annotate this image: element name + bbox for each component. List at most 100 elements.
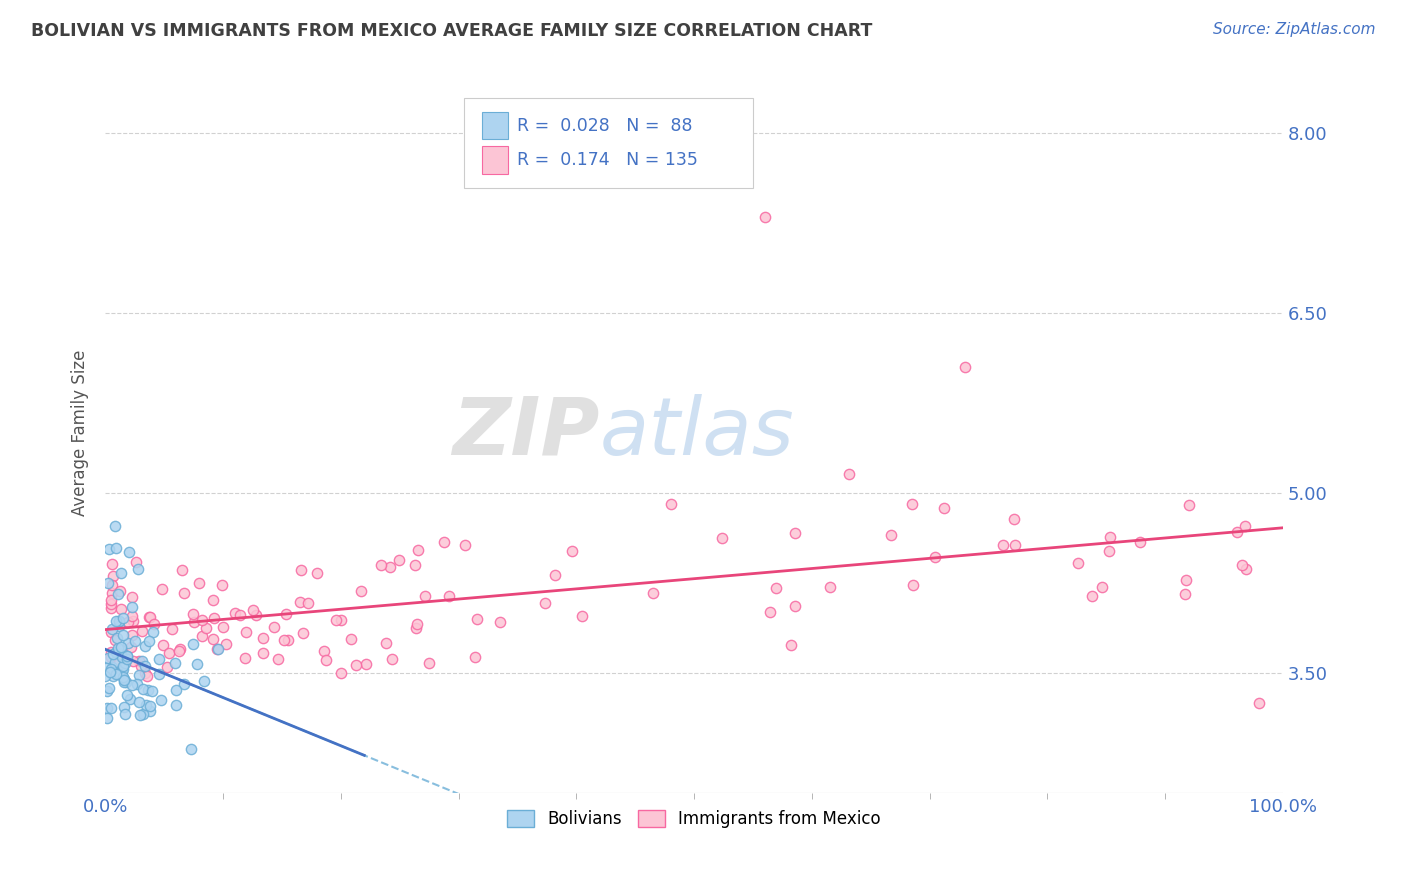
Point	[263, 619, 285, 633]
Point	[114, 651, 136, 665]
Point	[112, 610, 135, 624]
Point	[101, 557, 124, 571]
Text: BOLIVIAN VS IMMIGRANTS FROM MEXICO AVERAGE FAMILY SIZE CORRELATION CHART: BOLIVIAN VS IMMIGRANTS FROM MEXICO AVERA…	[31, 22, 872, 40]
Point	[290, 595, 312, 609]
Point	[96, 651, 118, 665]
Point	[121, 600, 143, 615]
Point	[112, 674, 135, 689]
Point	[134, 639, 156, 653]
Point	[201, 593, 224, 607]
Point	[114, 656, 136, 670]
Point	[104, 633, 127, 648]
Point	[194, 621, 217, 635]
Point	[785, 525, 807, 540]
Point	[101, 660, 124, 674]
Point	[100, 625, 122, 640]
Point	[101, 569, 124, 583]
Point	[924, 549, 946, 564]
Point	[354, 657, 377, 671]
Point	[183, 637, 205, 651]
Point	[105, 645, 128, 659]
Point	[183, 615, 205, 629]
Point	[489, 615, 512, 630]
Point	[245, 608, 267, 623]
Point	[533, 596, 555, 610]
Point	[105, 541, 128, 555]
Point	[105, 667, 128, 681]
Point	[1099, 530, 1122, 544]
Point	[167, 644, 190, 658]
Point	[128, 695, 150, 709]
Point	[114, 648, 136, 663]
Point	[148, 667, 170, 681]
Point	[111, 665, 134, 679]
Point	[643, 585, 665, 599]
Point	[103, 665, 125, 679]
Point	[290, 563, 312, 577]
Point	[127, 561, 149, 575]
Point	[114, 706, 136, 721]
Point	[138, 699, 160, 714]
Point	[100, 585, 122, 599]
Point	[128, 667, 150, 681]
Point	[120, 692, 142, 706]
Point	[117, 636, 139, 650]
Point	[544, 568, 567, 582]
Point	[104, 655, 127, 669]
Point	[111, 659, 134, 673]
Point	[191, 614, 214, 628]
Point	[165, 682, 187, 697]
Point	[1234, 518, 1257, 533]
Point	[953, 359, 976, 374]
Point	[754, 210, 776, 224]
Point	[165, 698, 187, 712]
Point	[115, 649, 138, 664]
Point	[112, 672, 135, 686]
Point	[454, 538, 477, 552]
Point	[128, 654, 150, 668]
Point	[131, 624, 153, 638]
Point	[329, 613, 352, 627]
Point	[117, 615, 139, 630]
Point	[131, 654, 153, 668]
Point	[101, 622, 124, 636]
Point	[186, 657, 208, 672]
Point	[131, 681, 153, 696]
Point	[437, 589, 460, 603]
Point	[880, 528, 903, 542]
Point	[779, 639, 801, 653]
Point	[115, 648, 138, 663]
Point	[659, 497, 682, 511]
Point	[96, 701, 118, 715]
Point	[350, 583, 373, 598]
Point	[96, 711, 118, 725]
Point	[97, 576, 120, 591]
Point	[110, 566, 132, 580]
Point	[406, 617, 429, 632]
Point	[387, 553, 409, 567]
Point	[94, 669, 117, 683]
Point	[134, 659, 156, 673]
Point	[98, 665, 121, 679]
Point	[135, 698, 157, 712]
Point	[100, 593, 122, 607]
Text: Source: ZipAtlas.com: Source: ZipAtlas.com	[1212, 22, 1375, 37]
Point	[932, 501, 955, 516]
Point	[276, 607, 298, 622]
Point	[901, 497, 924, 511]
Point	[305, 566, 328, 580]
Point	[100, 601, 122, 615]
Point	[228, 607, 250, 622]
Point	[277, 632, 299, 647]
Point	[100, 700, 122, 714]
Point	[162, 622, 184, 636]
Point	[405, 621, 427, 635]
Point	[207, 642, 229, 657]
Point	[150, 582, 173, 597]
Point	[101, 647, 124, 661]
Point	[464, 649, 486, 664]
Point	[100, 597, 122, 611]
Point	[136, 668, 159, 682]
Y-axis label: Average Family Size: Average Family Size	[72, 350, 89, 516]
Point	[114, 675, 136, 690]
